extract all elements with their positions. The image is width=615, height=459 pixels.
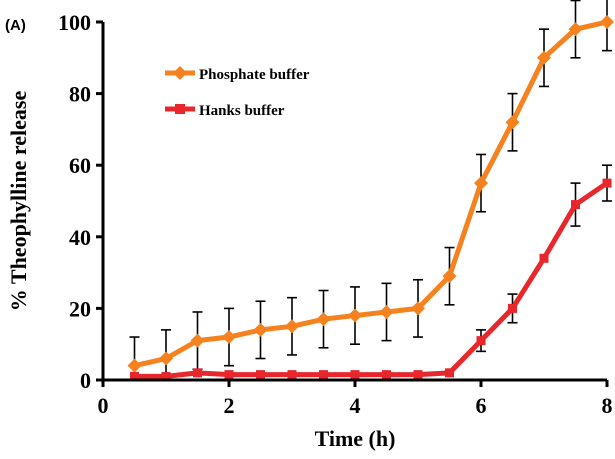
panel-label: (A)	[5, 17, 26, 34]
data-point-square	[287, 370, 297, 380]
legend-label-hanks: Hanks buffer	[199, 103, 285, 119]
data-point-diamond	[442, 269, 457, 284]
data-point-square	[256, 370, 265, 380]
data-point-square	[602, 178, 612, 188]
y-tick-label: 60	[69, 153, 91, 178]
data-point-square	[476, 336, 486, 346]
x-tick-label: 6	[476, 393, 487, 418]
data-point-square	[571, 200, 580, 210]
data-point-diamond	[600, 15, 614, 29]
data-point-square	[350, 370, 360, 380]
y-axis-title: % Theophylline release	[6, 91, 31, 312]
data-point-diamond	[190, 333, 205, 348]
series-line-1	[134, 181, 609, 379]
data-point-diamond	[537, 50, 551, 65]
data-point-square	[445, 368, 454, 378]
data-point-square	[413, 370, 423, 380]
data-markers	[127, 15, 614, 381]
data-point-square	[161, 371, 171, 381]
data-point-diamond	[127, 358, 142, 373]
legend-marker-hanks	[175, 104, 185, 114]
series-lines	[133, 19, 609, 379]
data-point-diamond	[348, 308, 362, 323]
x-tick-label: 4	[350, 393, 361, 418]
legend: Phosphate buffer Hanks buffer	[165, 66, 310, 119]
data-point-diamond	[505, 115, 520, 130]
data-point-square	[382, 370, 391, 380]
data-point-diamond	[253, 322, 268, 337]
legend-label-phosphate: Phosphate buffer	[199, 67, 310, 83]
data-point-square	[224, 370, 234, 380]
series-line-0	[133, 19, 608, 369]
y-tick-label: 80	[69, 82, 91, 107]
data-point-diamond	[159, 351, 173, 366]
x-tick-label: 0	[98, 393, 109, 418]
y-tick-label: 40	[69, 225, 91, 250]
y-tick-label: 0	[80, 368, 91, 393]
data-point-square	[130, 371, 139, 381]
legend-marker-phosphate	[173, 66, 187, 80]
data-point-diamond	[568, 22, 583, 37]
data-point-diamond	[474, 176, 488, 191]
x-tick-label: 2	[224, 393, 235, 418]
x-tick-label: 8	[602, 393, 613, 418]
y-tick-label: 100	[58, 10, 91, 35]
y-tick-label: 20	[69, 296, 91, 321]
data-point-diamond	[285, 319, 299, 334]
data-point-diamond	[411, 301, 425, 316]
data-point-square	[539, 253, 549, 263]
data-point-diamond	[379, 304, 394, 319]
data-point-square	[319, 370, 328, 380]
x-axis-title: Time (h)	[315, 426, 396, 451]
data-point-diamond	[222, 330, 236, 345]
data-point-diamond	[316, 312, 331, 327]
data-point-square	[193, 368, 202, 378]
data-point-square	[508, 303, 517, 313]
